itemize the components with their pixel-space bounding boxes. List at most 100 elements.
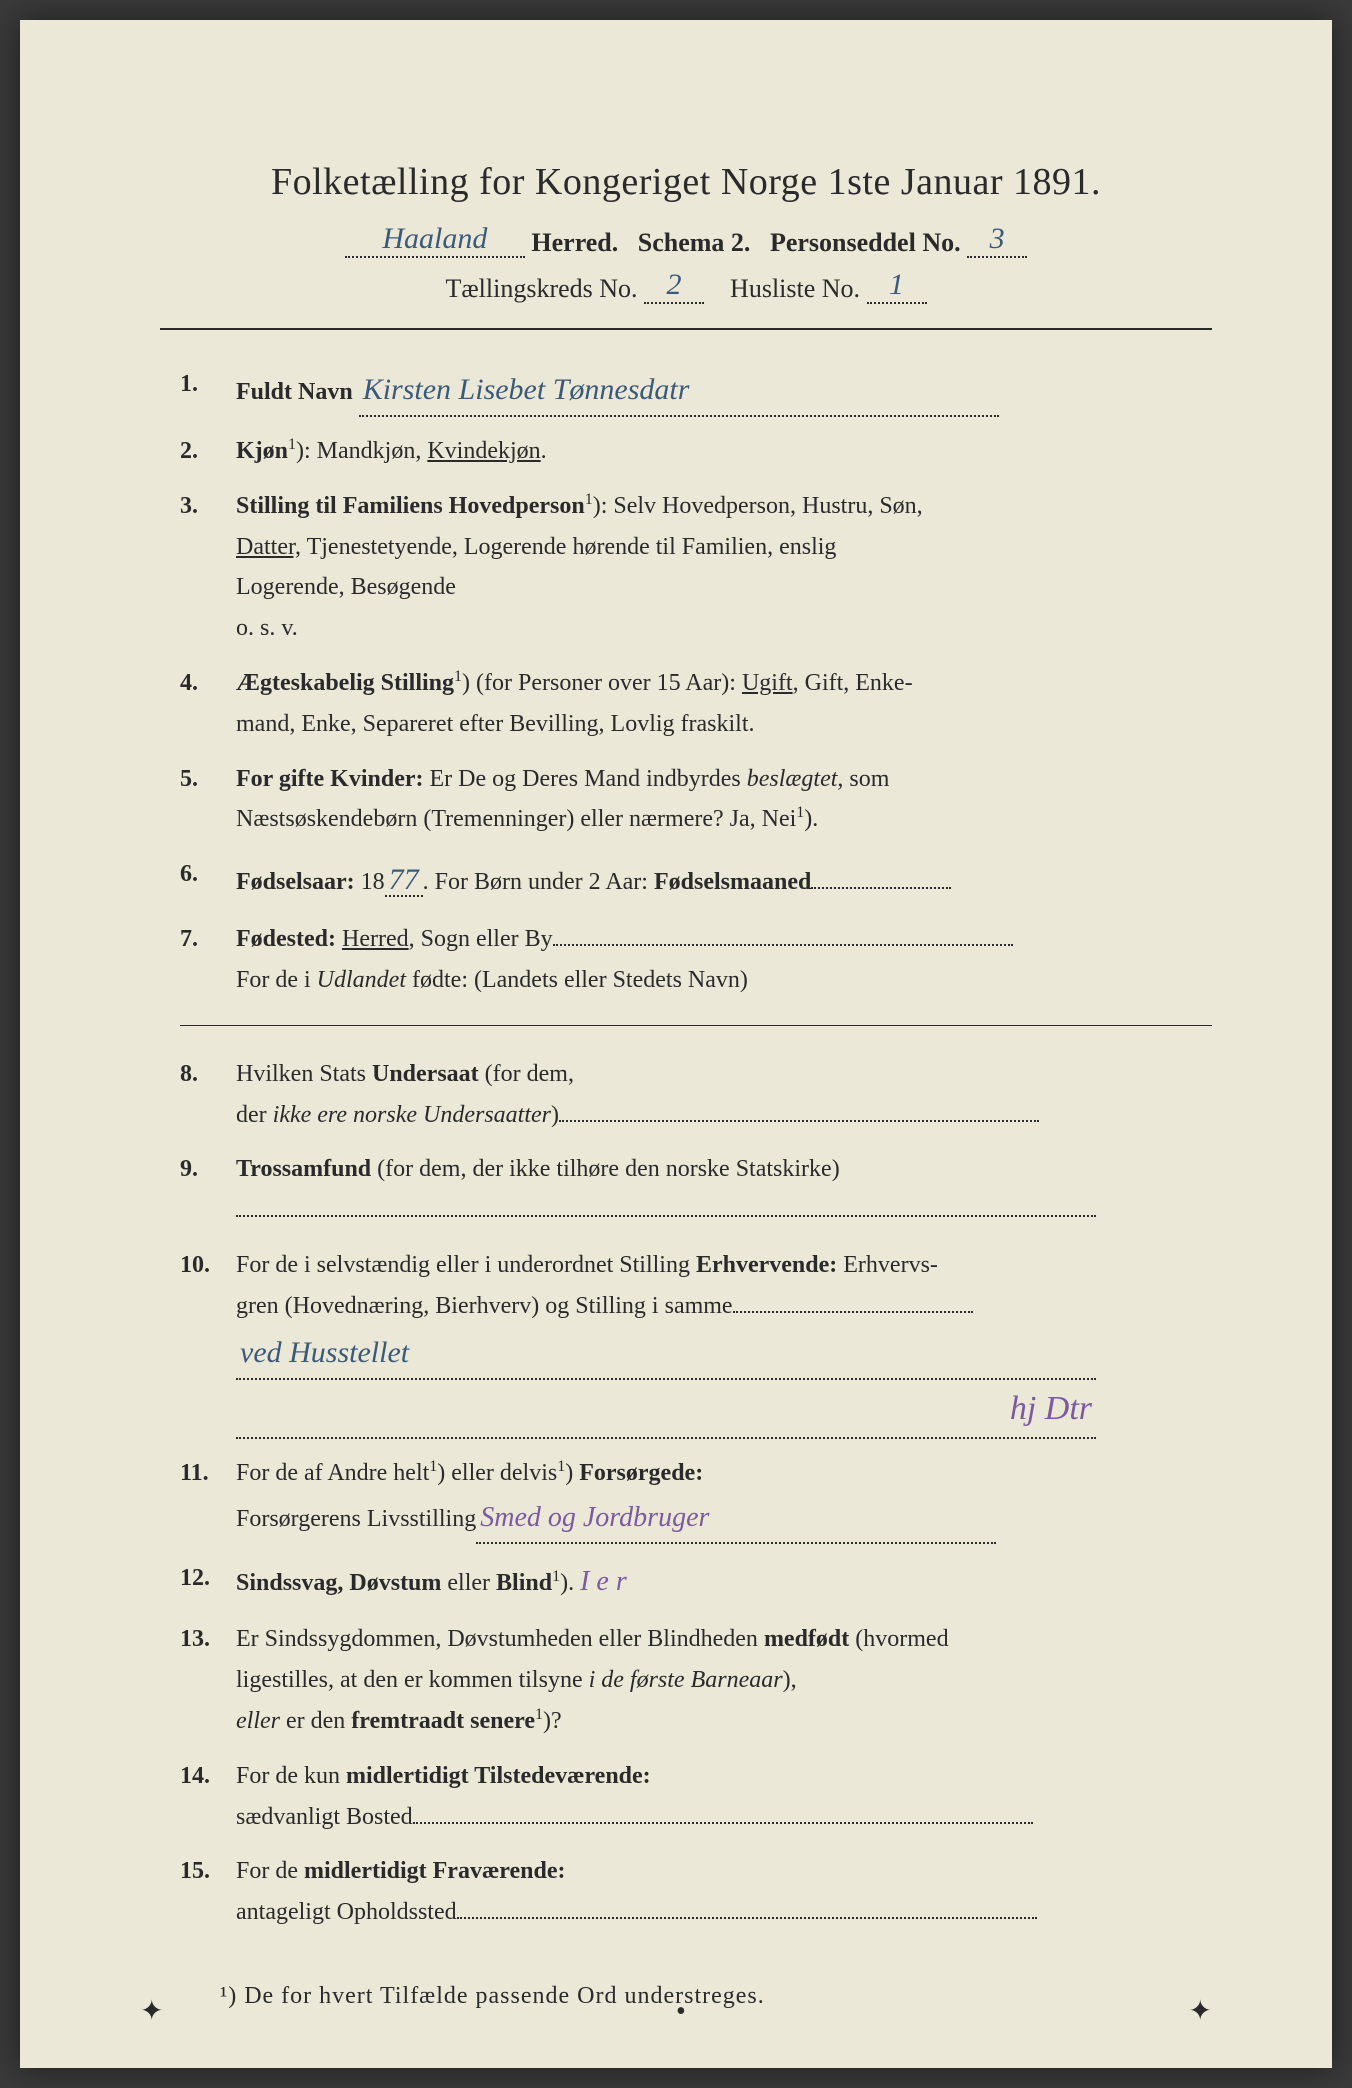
i: i de første Barneaar xyxy=(589,1667,783,1693)
row-content: Stilling til Familiens Hovedperson1): Se… xyxy=(236,486,1212,649)
t2: (hvormed xyxy=(849,1626,948,1652)
line2-rest: Tjenestetyende, Logerende hørende til Fa… xyxy=(301,534,836,560)
month-field xyxy=(811,887,951,889)
year-value: 77 xyxy=(389,863,419,896)
taellingskreds-no: 2 xyxy=(667,268,682,301)
personseddel-label: Personseddel No. xyxy=(770,228,961,257)
row-10: 10. For de i selvstændig eller i underor… xyxy=(180,1245,1212,1439)
herred-field: Haaland xyxy=(345,222,525,258)
personseddel-field: 3 xyxy=(967,222,1027,258)
row-content: Er Sindssygdommen, Døvstumheden eller Bl… xyxy=(236,1619,1212,1741)
b: Trossamfund xyxy=(236,1156,371,1182)
row-2: 2. Kjøn1): Mandkjøn, Kvindekjøn. xyxy=(180,431,1212,472)
row-11: 11. For de af Andre helt1) eller delvis1… xyxy=(180,1453,1212,1543)
text: (for dem, der ikke tilhøre den norske St… xyxy=(371,1156,840,1182)
l2a: ligestilles, at den er kommen tilsyne xyxy=(236,1667,589,1693)
row-num: 1. xyxy=(180,364,236,405)
text: ): Mandkjøn, xyxy=(296,438,427,464)
line2b: ). xyxy=(804,806,818,832)
l2: sædvanligt Bosted xyxy=(236,1804,413,1830)
row-content: For de kun midlertidigt Tilstedeværende:… xyxy=(236,1756,1212,1838)
t2: ) eller delvis xyxy=(437,1460,557,1486)
row-num: 5. xyxy=(180,759,236,800)
header-rule xyxy=(160,328,1212,330)
row-num: 14. xyxy=(180,1756,236,1797)
row-7: 7. Fødested: Herred, Sogn eller By For d… xyxy=(180,919,1212,1001)
year-field: 77 xyxy=(385,869,423,897)
l2a: der xyxy=(236,1102,273,1128)
personseddel-no: 3 xyxy=(990,222,1005,255)
label: Fødselsaar: xyxy=(236,869,355,895)
religion-field xyxy=(236,1215,1096,1217)
l2: Forsørgerens Livsstilling xyxy=(236,1506,476,1532)
row-content: For de i selvstændig eller i underordnet… xyxy=(236,1245,1212,1439)
i: ikke ere norske Undersaatter xyxy=(273,1102,551,1128)
s: 1 xyxy=(552,1568,560,1585)
herred-value: Haaland xyxy=(382,222,487,255)
row-num: 11. xyxy=(180,1453,236,1494)
row-num: 13. xyxy=(180,1619,236,1660)
b: medfødt xyxy=(764,1626,849,1652)
b: midlertidigt Tilstedeværende: xyxy=(346,1763,651,1789)
line2: mand, Enke, Separeret efter Bevilling, L… xyxy=(236,711,755,737)
row-content: Fuldt Navn Kirsten Lisebet Tønnesdatr xyxy=(236,364,1212,417)
title-text: Folketælling for Kongeriget Norge 1ste J… xyxy=(271,161,1101,203)
label: Fuldt Navn xyxy=(236,379,353,405)
l2b: ), xyxy=(783,1667,797,1693)
row-content: For de midlertidigt Fraværende: antageli… xyxy=(236,1851,1212,1933)
b3: fremtraadt senere xyxy=(351,1708,535,1734)
row-1: 1. Fuldt Navn Kirsten Lisebet Tønnesdatr xyxy=(180,364,1212,417)
t1: For de af Andre helt xyxy=(236,1460,429,1486)
citizen-field xyxy=(559,1120,1039,1122)
t1: Hvilken Stats xyxy=(236,1061,372,1087)
row-num: 15. xyxy=(180,1851,236,1892)
label: Kjøn xyxy=(236,438,288,464)
disability-value: I e r xyxy=(580,1566,627,1597)
row-num: 2. xyxy=(180,431,236,472)
census-form-page: Folketælling for Kongeriget Norge 1ste J… xyxy=(20,20,1332,2068)
row-9: 9. Trossamfund (for dem, der ikke tilhør… xyxy=(180,1149,1212,1231)
taellingskreds-label: Tællingskreds No. xyxy=(445,274,637,303)
u: Herred xyxy=(342,926,409,952)
corner-mark-left: ✦ xyxy=(140,1994,163,2028)
label: Fødested: xyxy=(236,926,336,952)
birthplace-field xyxy=(553,944,1013,946)
i: Udlandet xyxy=(317,967,406,993)
subtitle-row-1: Haaland Herred. Schema 2. Personseddel N… xyxy=(160,222,1212,258)
row-content: For gifte Kvinder: Er De og Deres Mand i… xyxy=(236,759,1212,841)
row-13: 13. Er Sindssygdommen, Døvstumheden elle… xyxy=(180,1619,1212,1741)
row-6: 6. Fødselsaar: 1877. For Børn under 2 Aa… xyxy=(180,854,1212,905)
row-num: 12. xyxy=(180,1558,236,1599)
s3: 1 xyxy=(535,1706,543,1723)
t: For de kun xyxy=(236,1763,346,1789)
row-content: Fødested: Herred, Sogn eller By For de i… xyxy=(236,919,1212,1001)
b: Erhvervende: xyxy=(696,1252,837,1278)
row-content: Hvilken Stats Undersaat (for dem, der ik… xyxy=(236,1054,1212,1136)
t: For de xyxy=(236,1858,304,1884)
occ-value: ved Husstellet xyxy=(240,1336,409,1369)
b: Undersaat xyxy=(372,1061,479,1087)
husliste-field: 1 xyxy=(867,268,927,304)
provider-field: Smed og Jordbruger xyxy=(476,1494,996,1544)
b2: Fødselsmaaned xyxy=(654,869,811,895)
t2: (for dem, xyxy=(479,1061,574,1087)
l3b: er den xyxy=(280,1708,351,1734)
row-content: Ægteskabelig Stilling1) (for Personer ov… xyxy=(236,663,1212,745)
l3a: eller xyxy=(236,1708,280,1734)
t3: ) xyxy=(565,1460,579,1486)
footnote: ¹) De for hvert Tilfælde passende Ord un… xyxy=(220,1983,1212,2010)
row-8: 8. Hvilken Stats Undersaat (for dem, der… xyxy=(180,1054,1212,1136)
b: Sindssvag, Døvstum xyxy=(236,1570,441,1596)
tail: ). xyxy=(560,1570,574,1596)
taellingskreds-field: 2 xyxy=(644,268,704,304)
provider-value: Smed og Jordbruger xyxy=(480,1502,709,1533)
t1: For de i selvstændig eller i underordnet… xyxy=(236,1252,696,1278)
residence-field xyxy=(413,1822,1033,1824)
b: Forsørgede: xyxy=(579,1460,703,1486)
text: , Sogn eller By xyxy=(409,926,553,952)
i1: beslægtet xyxy=(747,766,838,792)
row-num: 10. xyxy=(180,1245,236,1286)
row-12: 12. Sindssvag, Døvstum eller Blind1). I … xyxy=(180,1558,1212,1606)
l2: gren (Hovednæring, Bierhverv) og Stillin… xyxy=(236,1293,733,1319)
label: Ægteskabelig Stilling xyxy=(236,670,454,696)
